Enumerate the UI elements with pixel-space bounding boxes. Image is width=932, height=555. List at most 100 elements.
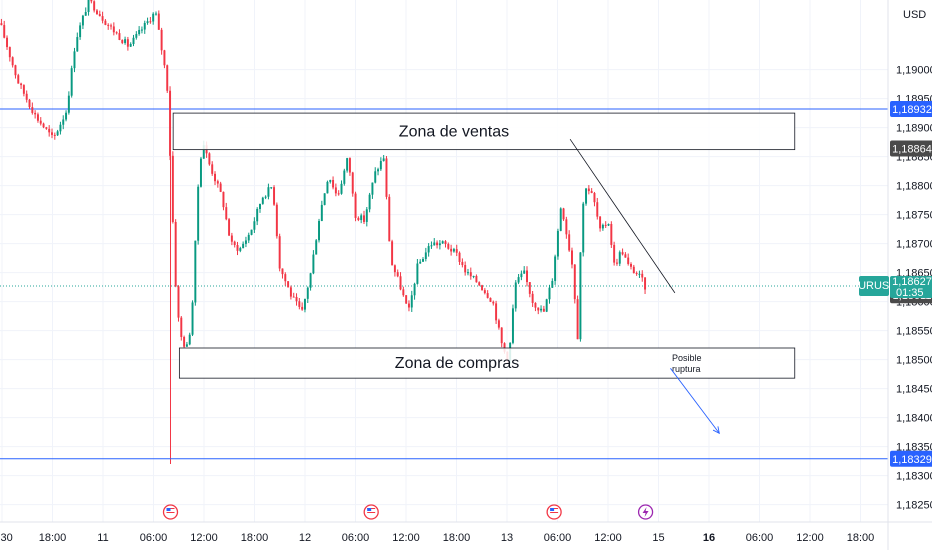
candle-body (604, 224, 607, 226)
candle-body (84, 12, 87, 16)
candle-body (28, 99, 31, 108)
zones[interactable]: Zona de ventas Zona de compras (172, 112, 796, 379)
x-tick-label: 18:00 (443, 532, 471, 544)
candle-body (641, 273, 644, 278)
candle-body (303, 298, 306, 310)
candle-body (70, 68, 73, 96)
candle-body (624, 254, 627, 258)
candle-body (34, 112, 37, 115)
candle-body (222, 191, 225, 208)
candle-body (0, 23, 3, 26)
candle-body (115, 32, 118, 34)
candle-body (610, 223, 613, 245)
candle-body (295, 296, 298, 302)
last-price-tag[interactable] (890, 275, 932, 298)
flag-canton (367, 508, 372, 511)
buy-zone-box[interactable] (178, 347, 796, 379)
price-tag[interactable] (890, 140, 932, 157)
candle-body (601, 224, 604, 229)
x-tick-label: 06:00 (544, 532, 572, 544)
candle-body (225, 207, 228, 220)
price-tag[interactable] (890, 101, 932, 118)
candle-body (171, 155, 174, 222)
candle-body (8, 47, 11, 58)
lightning-bolt (642, 507, 649, 517)
candle-body (309, 273, 312, 288)
candle-body (500, 327, 503, 344)
candle-body (388, 196, 391, 242)
candle-body (22, 85, 25, 94)
candle-body (391, 241, 394, 266)
us-flag-icon[interactable] (162, 504, 179, 520)
candle-body (239, 248, 242, 251)
candle-body (430, 245, 433, 247)
candle-body (194, 240, 197, 303)
candle-body (208, 153, 211, 165)
last-price-label: 1,18627 (892, 276, 932, 288)
candle-body (466, 272, 469, 274)
flag-stripe (367, 514, 376, 515)
candle-body (523, 270, 526, 274)
candle-body (183, 336, 186, 347)
price-tag[interactable] (890, 450, 932, 467)
candle-body (197, 186, 200, 241)
sell-zone-box[interactable] (172, 112, 796, 151)
event-markers[interactable] (162, 504, 654, 520)
candle-body (191, 302, 194, 335)
price-axis[interactable]: USD1,190001,189501,189001,188501,188001,… (851, 0, 932, 550)
candle-body (351, 172, 354, 194)
flag-stripe (550, 514, 559, 515)
price-tag-label: 1,18932 (892, 104, 932, 116)
candle-body (607, 223, 610, 226)
candle-body (62, 119, 65, 125)
candle-body (214, 173, 217, 182)
candle-body (644, 277, 647, 290)
candle-body (160, 29, 163, 51)
us-flag-icon[interactable] (363, 504, 379, 520)
trendline[interactable] (569, 138, 676, 294)
candle-body (486, 293, 489, 298)
candle-body (157, 13, 160, 30)
x-tick-label: 15 (652, 532, 664, 544)
flag-stripe (367, 512, 376, 513)
candle-body (419, 261, 422, 264)
candle-body (287, 281, 290, 288)
candle-body (537, 307, 540, 311)
candle-body (424, 252, 427, 260)
candle-body (528, 282, 531, 294)
symbol-tag[interactable] (859, 275, 889, 296)
time-axis[interactable]: 4:30 18:00 11 06:00 12:00 18:00 12 06:00 12:00 18… (0, 521, 932, 544)
candle-body (284, 274, 287, 282)
candle-body (444, 241, 447, 245)
candle-body (107, 24, 110, 26)
candle-body (545, 299, 548, 312)
candle-body (576, 299, 579, 340)
breakout-arrow[interactable] (670, 368, 720, 434)
candle-body (259, 203, 261, 210)
y-tick-label: 1,18300 (896, 471, 932, 483)
lightning-icon[interactable] (637, 504, 654, 520)
candle-body (489, 297, 492, 302)
candle-body (45, 127, 48, 129)
candle-body (163, 50, 166, 66)
candle-body (332, 179, 335, 188)
candle-body (146, 21, 149, 23)
y-tick-label: 1,19000 (896, 65, 932, 77)
y-tick-label: 1,18450 (896, 384, 932, 396)
candle-body (517, 277, 520, 283)
candle-body (121, 39, 124, 43)
us-flag-icon[interactable] (546, 504, 562, 520)
candle-body (438, 243, 441, 246)
candle-body (542, 308, 545, 312)
candle-body (632, 266, 635, 274)
x-tick-label: 4:30 (0, 532, 13, 544)
candles (0, 0, 647, 364)
candle-body (481, 285, 484, 291)
candle-body (585, 188, 588, 204)
annotation-line1: Posible (672, 353, 702, 363)
candle-body (340, 183, 343, 194)
candle-body (450, 248, 453, 252)
